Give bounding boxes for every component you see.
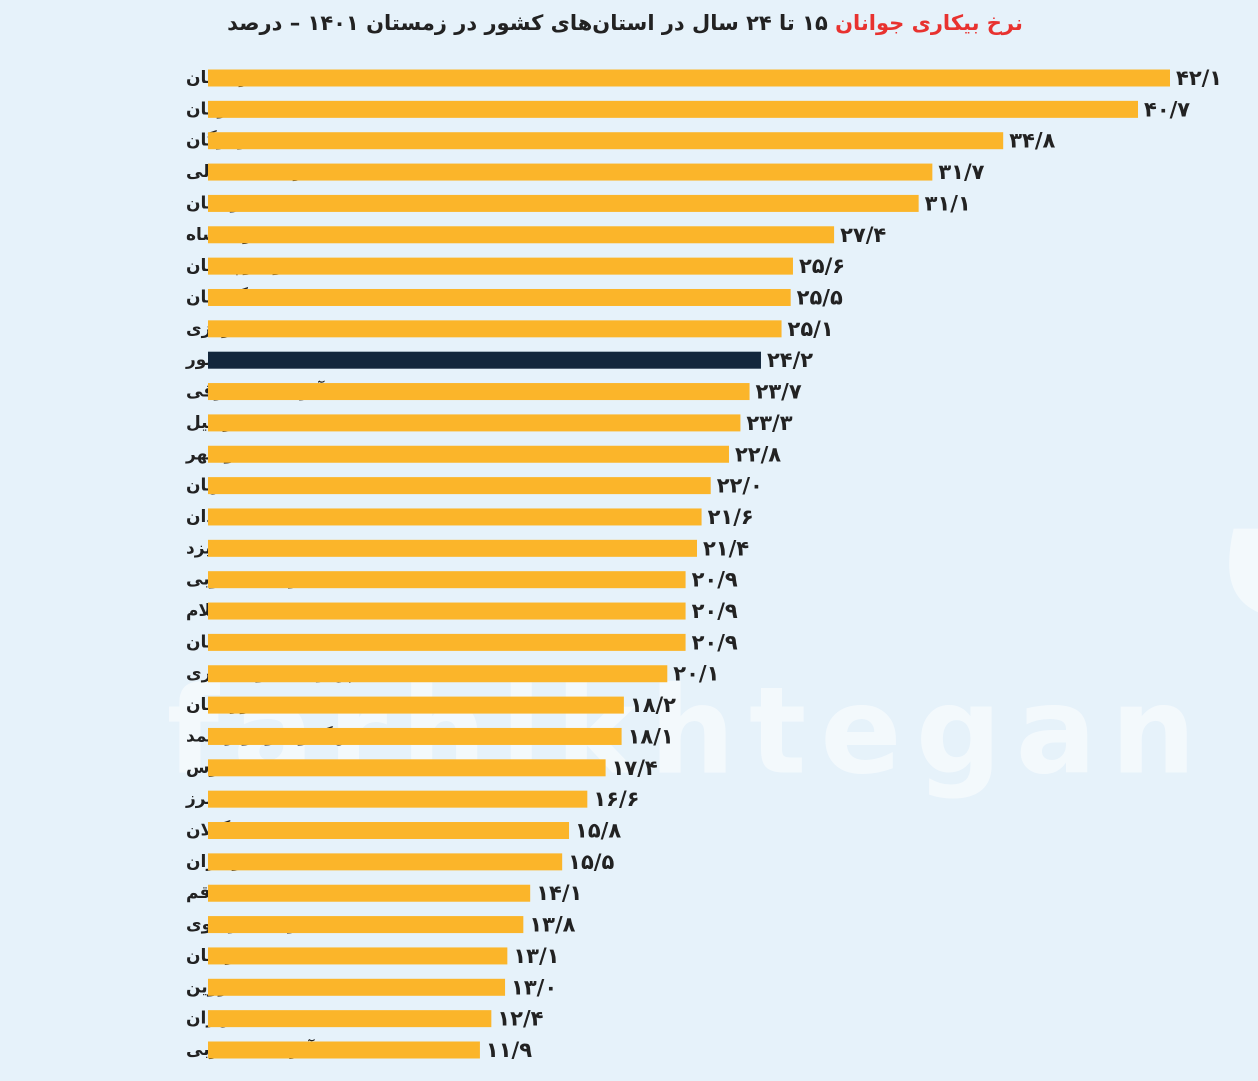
value-label: ۲۳/۷ xyxy=(756,380,802,404)
bar xyxy=(208,508,702,526)
bar xyxy=(208,288,791,306)
bar xyxy=(208,947,508,965)
bar xyxy=(208,1010,492,1028)
value-label: ۳۴/۸ xyxy=(1009,129,1055,153)
value-label: ۱۸/۲ xyxy=(630,693,676,717)
value-label: ۱۸/۱ xyxy=(628,724,674,748)
value-label: ۱۲/۴ xyxy=(497,1007,543,1031)
value-label: ۴۲/۱ xyxy=(1176,66,1222,90)
category-label: قم xyxy=(186,883,210,903)
value-label: ۲۰/۹ xyxy=(692,568,738,592)
bar xyxy=(208,759,606,777)
value-label: ۱۵/۸ xyxy=(575,819,621,843)
bar xyxy=(208,571,686,589)
value-label: ۲۲/۸ xyxy=(735,442,781,466)
bar xyxy=(208,916,524,934)
bar xyxy=(208,477,711,495)
value-label: ۱۷/۴ xyxy=(612,756,658,780)
bar xyxy=(208,727,622,745)
value-label: ۱۵/۵ xyxy=(568,850,614,874)
bar xyxy=(208,665,668,683)
value-label: ۱۳/۰ xyxy=(511,975,557,999)
bar xyxy=(208,163,933,181)
value-label: ۱۱/۹ xyxy=(486,1038,532,1062)
bar xyxy=(208,257,793,275)
bar xyxy=(208,822,570,840)
bar xyxy=(208,602,686,620)
bar xyxy=(208,1041,480,1059)
bar xyxy=(208,194,919,212)
bar xyxy=(208,226,835,244)
bar xyxy=(208,351,761,369)
bar xyxy=(208,414,741,432)
value-label: ۲۰/۹ xyxy=(692,630,738,654)
category-label: یزد xyxy=(186,538,212,558)
value-label: ۱۳/۸ xyxy=(529,913,575,937)
value-label: ۲۰/۱ xyxy=(673,662,719,686)
value-label: ۴۰/۷ xyxy=(1144,97,1190,121)
value-label: ۳۱/۱ xyxy=(925,191,971,215)
value-label: ۱۳/۱ xyxy=(513,944,559,968)
chart-title: نرخ بیکاری جوانان ۱۵ تا ۲۴ سال در استان‌… xyxy=(227,11,1023,35)
value-label: ۳۱/۷ xyxy=(938,160,984,184)
value-label: ۲۷/۴ xyxy=(840,223,886,247)
bar xyxy=(208,320,782,338)
bar xyxy=(208,978,506,996)
bar xyxy=(208,445,729,463)
bar xyxy=(208,790,588,808)
value-label: ۲۲/۰ xyxy=(717,474,763,498)
value-label: ۲۱/۴ xyxy=(703,536,749,560)
watermark: فرهیختگان xyxy=(1215,371,1258,639)
bar xyxy=(208,633,686,651)
value-label: ۱۶/۶ xyxy=(593,787,639,811)
value-label: ۲۴/۲ xyxy=(767,348,813,372)
bar xyxy=(208,853,563,871)
value-label: ۲۱/۶ xyxy=(708,505,754,529)
value-label: ۲۵/۱ xyxy=(788,317,834,341)
value-label: ۲۵/۵ xyxy=(797,285,843,309)
bar xyxy=(208,884,531,902)
bar xyxy=(208,69,1170,87)
bar xyxy=(208,539,697,557)
bar xyxy=(208,696,624,714)
bar xyxy=(208,100,1139,118)
title-part: ۱۵ تا ۲۴ سال در استان‌های کشور در زمستان… xyxy=(227,11,828,35)
value-label: ۲۳/۳ xyxy=(746,411,792,435)
bar xyxy=(208,383,750,401)
value-label: ۲۰/۹ xyxy=(692,599,738,623)
bar xyxy=(208,132,1004,150)
value-label: ۱۴/۱ xyxy=(536,881,582,905)
title-part: نرخ بیکاری جوانان xyxy=(835,11,1023,35)
value-label: ۲۵/۶ xyxy=(799,254,845,278)
